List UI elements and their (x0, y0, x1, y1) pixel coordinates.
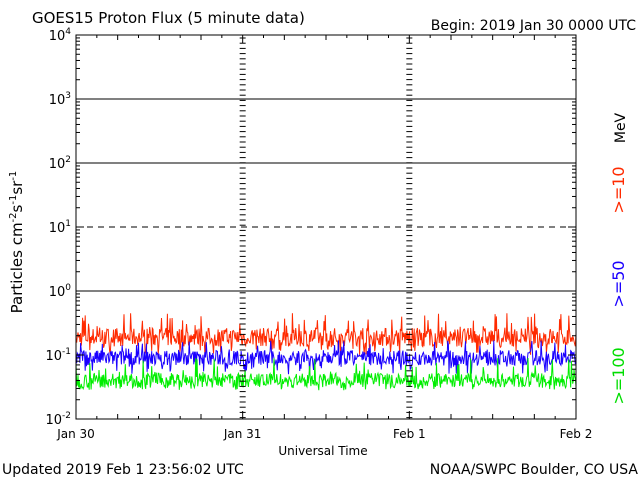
y-axis-title-exp: -2 (8, 212, 19, 222)
x-tick-label: Feb 1 (393, 427, 426, 441)
y-axis-title-part: s (8, 204, 26, 212)
updated-timestamp: Updated 2019 Feb 1 23:56:02 UTC (2, 462, 244, 478)
chart-title: GOES15 Proton Flux (5 minute data) (32, 9, 305, 27)
y-tick-label: 101 (49, 219, 71, 236)
series-line-ge10 (75, 313, 577, 356)
legend-ge10: >=10 (609, 166, 628, 213)
x-tick-label: Jan 31 (223, 427, 262, 441)
x-tick-label: Feb 2 (560, 427, 593, 441)
y-axis-title-exp: -1 (8, 171, 19, 181)
credit-label: NOAA/SWPC Boulder, CO USA (430, 462, 639, 478)
legend-ge100: >=100 (609, 347, 628, 404)
plot-area: 10-2 10-1 100 101 102 103 104 Jan 30 Jan 31 Feb 1… (45, 27, 592, 441)
legend-units-label: MeV (613, 112, 629, 143)
y-tick-label: 103 (49, 91, 71, 108)
begin-time-label: Begin: 2019 Jan 30 0000 UTC (431, 18, 636, 34)
series-line-ge100 (75, 357, 577, 391)
y-axis-title-part: sr (8, 180, 26, 195)
y-tick-label: 10-1 (45, 347, 71, 364)
y-tick-label: 102 (49, 155, 71, 172)
y-axis-title: Particles cm-2s-1sr-1 (8, 171, 26, 314)
y-tick-label: 100 (49, 283, 72, 300)
x-axis-title: Universal Time (278, 444, 367, 458)
y-axis-title-exp: -1 (8, 195, 19, 205)
series-line-ge50 (75, 340, 577, 375)
y-tick-label: 10-2 (45, 411, 71, 428)
x-tick-label: Jan 30 (56, 427, 95, 441)
y-tick-label: 104 (49, 27, 72, 44)
y-axis-title-part: Particles cm (8, 222, 26, 313)
legend-ge50: >=50 (609, 260, 628, 307)
